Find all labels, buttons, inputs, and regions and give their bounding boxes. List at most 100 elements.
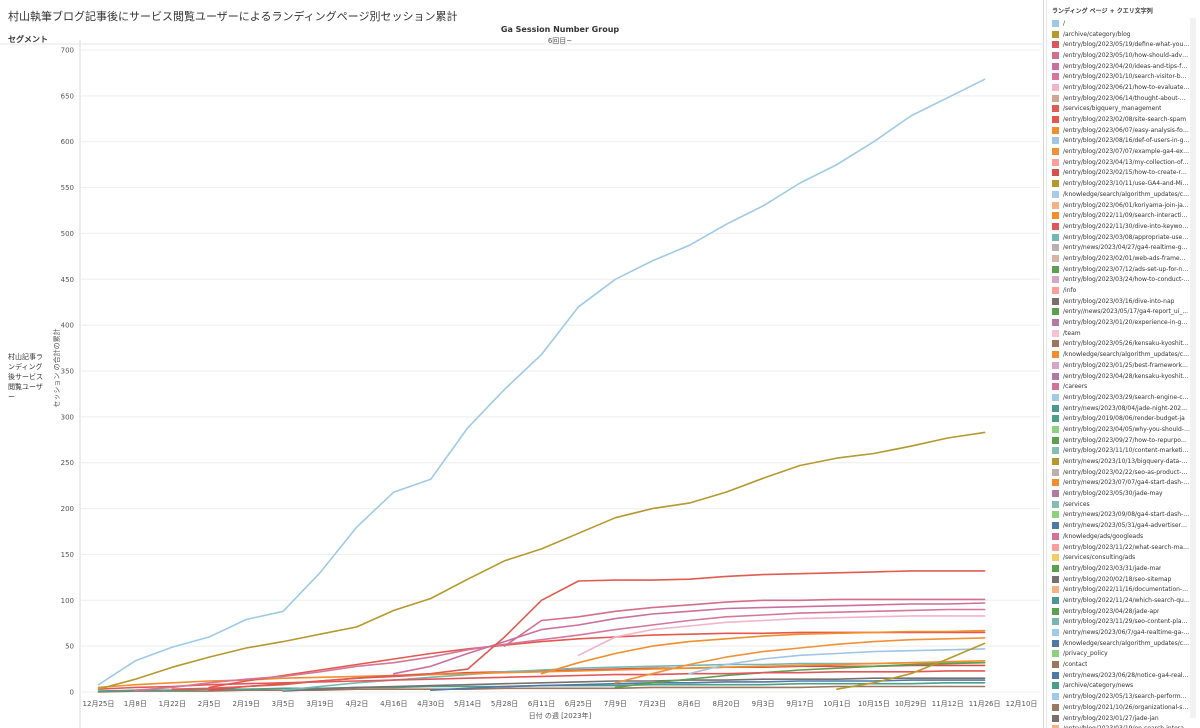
x-tick-label: 4月16日 — [380, 700, 407, 708]
legend-item[interactable]: /entry/blog/2023/05/26/kensaku-kyoshits.… — [1052, 339, 1190, 350]
legend-item[interactable]: /entry/blog/2023/04/20/ideas-and-tips-fo… — [1052, 61, 1190, 72]
legend-item[interactable]: /entry/news/2023/07/07/ga4-start-dash-2.… — [1052, 478, 1190, 489]
legend-item[interactable]: /privacy_policy — [1052, 649, 1190, 660]
legend-item[interactable]: /entry/news/2023/10/13/bigquery-data-ap.… — [1052, 456, 1190, 467]
series-line — [836, 642, 986, 690]
legend-item[interactable]: /entry/blog/2023/09/27/how-to-repurpose.… — [1052, 435, 1190, 446]
legend-item[interactable]: / — [1052, 18, 1190, 29]
legend-item[interactable]: /services — [1052, 499, 1190, 510]
legend-item[interactable]: /entry/blog/2023/04/28/jade-apr — [1052, 606, 1190, 617]
legend-swatch — [1052, 169, 1059, 177]
legend-item[interactable]: /entry/blog/2023/11/29/seo-content-plann… — [1052, 617, 1190, 628]
line-chart[interactable]: 0 50 100 150 200 250 300 350 400 450 500 550 600 650 7… — [0, 0, 1044, 728]
chart-title: 村山執筆ブログ記事後にサービス閲覧ユーザーによるランディングページ別セッション累… — [8, 10, 458, 23]
legend-item[interactable]: /entry/blog/2023/05/19/define-what-you-.… — [1052, 39, 1190, 50]
legend-label: /entry//news/2023/05/17/ga4-report_ui_..… — [1063, 308, 1189, 316]
y-tick-label: 250 — [61, 459, 74, 467]
legend-item[interactable]: /entry/blog/2021/10/26/organizational-st… — [1052, 702, 1190, 713]
legend-swatch — [1052, 511, 1059, 519]
legend-item[interactable]: /entry/news/2023/08/04/jade-night-20230.… — [1052, 403, 1190, 414]
legend-item[interactable]: /entry/blog/2023/02/01/web-ads-framewo..… — [1052, 253, 1190, 264]
legend-swatch — [1052, 30, 1059, 38]
legend-item[interactable]: /entry/blog/2023/01/25/best-frameworks-.… — [1052, 360, 1190, 371]
legend-item[interactable]: /team — [1052, 328, 1190, 339]
legend-item[interactable]: /entry/blog/2023/02/22/seo-as-product-m.… — [1052, 467, 1190, 478]
legend-item[interactable]: /entry/blog/2023/08/16/def-of-users-in-g… — [1052, 136, 1190, 147]
legend-item[interactable]: /entry/blog/2023/05/10/how-should-adver.… — [1052, 50, 1190, 61]
x-tick-label: 6月25日 — [565, 700, 592, 708]
legend-label: /entry/blog/2023/05/26/kensaku-kyoshits.… — [1063, 340, 1190, 348]
legend-item[interactable]: /entry/news/2023/04/27/ga4-realtime-ga-.… — [1052, 242, 1190, 253]
legend-item[interactable]: /entry/blog/2023/10/11/use-GA4-and-Micr.… — [1052, 178, 1190, 189]
legend-item[interactable]: /entry/blog/2023/07/12/ads-set-up-for-no… — [1052, 264, 1190, 275]
legend-item[interactable]: /entry/blog/2023/04/28/kensaku-kyoshits.… — [1052, 371, 1190, 382]
legend-item[interactable]: /services/bigquery_management — [1052, 104, 1190, 115]
legend-item[interactable]: /careers — [1052, 381, 1190, 392]
legend-item[interactable]: /archive/category/news — [1052, 681, 1190, 692]
legend-item[interactable]: /entry/blog/2022/11/09/search-interactio… — [1052, 210, 1190, 221]
legend-item[interactable]: /entry/blog/2023/05/13/search-performan.… — [1052, 691, 1190, 702]
legend-item[interactable]: /entry/blog/2023/11/22/what-search-mark.… — [1052, 542, 1190, 553]
legend-item[interactable]: /entry/blog/2022/11/16/documentation-fo.… — [1052, 584, 1190, 595]
legend-item[interactable]: /entry/blog/2023/01/10/search-visitor-be… — [1052, 71, 1190, 82]
legend-item[interactable]: /entry/blog/2023/03/08/appropriate-use-o… — [1052, 232, 1190, 243]
legend-item[interactable]: /entry/blog/2023/11/10/content-marketin.… — [1052, 446, 1190, 457]
x-tick-label: 7月9日 — [604, 700, 627, 708]
legend-label: /entry/blog/2023/05/13/search-performan.… — [1063, 693, 1190, 701]
legend-item[interactable]: /entry/blog/2023/02/08/site-search-spam — [1052, 114, 1190, 125]
legend-swatch — [1052, 126, 1059, 134]
x-tick-label: 1月8日 — [124, 700, 147, 708]
x-tick-label: 2月19日 — [232, 700, 259, 708]
legend-item[interactable]: /entry/news/2023/06/7/ga4-realtime-ga-2.… — [1052, 627, 1190, 638]
legend-item[interactable]: /entry/blog/2023/02/15/how-to-create-res… — [1052, 168, 1190, 179]
legend-swatch — [1052, 703, 1059, 711]
x-tick-label: 5月28日 — [491, 700, 518, 708]
legend-label: /entry/blog/2019/08/06/render-budget-ja — [1063, 415, 1185, 423]
x-tick-label: 10月1日 — [823, 700, 850, 708]
legend-item[interactable]: /entry/blog/2023/06/14/thought-about-wh.… — [1052, 93, 1190, 104]
legend-item[interactable]: /entry/blog/2022/11/30/dive-into-keyword… — [1052, 221, 1190, 232]
legend-label: /entry/blog/2023/11/10/content-marketin.… — [1063, 447, 1190, 455]
legend-item[interactable]: /info — [1052, 285, 1190, 296]
legend-item[interactable]: /knowledge/search/algorithm_updates/ca..… — [1052, 349, 1190, 360]
legend-item[interactable]: /entry/news/2023/09/08/ga4-start-dash-2.… — [1052, 510, 1190, 521]
legend-item[interactable]: /entry/blog/2023/03/31/jade-mar — [1052, 563, 1190, 574]
legend-swatch — [1052, 105, 1059, 113]
x-tick-label: 3月19日 — [306, 700, 333, 708]
legend-item[interactable]: /entry/blog/2023/03/16/dive-into-nap — [1052, 296, 1190, 307]
legend-item[interactable]: /entry/blog/2023/06/21/how-to-evaluate-t… — [1052, 82, 1190, 93]
series-line — [134, 608, 986, 691]
legend-item[interactable]: /entry/blog/2023/06/01/koriyama-join-jad… — [1052, 200, 1190, 211]
legend-item[interactable]: /entry/blog/2023/01/27/jade-jan — [1052, 713, 1190, 724]
legend-item[interactable]: /knowledge/search/algorithm_updates/ca..… — [1052, 189, 1190, 200]
legend-item[interactable]: /archive/category/blog — [1052, 29, 1190, 40]
legend-item[interactable]: /contact — [1052, 659, 1190, 670]
legend-label: /entry/blog/2023/03/24/how-to-conduct-u.… — [1063, 276, 1190, 284]
legend-item[interactable]: /services/consulting/ads — [1052, 552, 1190, 563]
legend-item[interactable]: /entry/news/2023/05/31/ga4-advertisers_.… — [1052, 520, 1190, 531]
legend-swatch — [1052, 372, 1059, 380]
legend-item[interactable]: /entry/blog/2020/02/18/seo-sitemap — [1052, 574, 1190, 585]
legend-item[interactable]: /entry/blog/2022/11/24/which-search-que.… — [1052, 595, 1190, 606]
legend-swatch — [1052, 543, 1059, 551]
legend-item[interactable]: /entry/blog/2023/04/05/why-you-should-n.… — [1052, 424, 1190, 435]
legend-item[interactable]: /entry/blog/2023/03/29/search-engine-co.… — [1052, 392, 1190, 403]
legend-item[interactable]: /entry/blog/2023/03/19/en-search-interac… — [1052, 723, 1190, 728]
x-tick-label: 12月25日 — [83, 700, 115, 708]
legend-label: /entry/news/2023/07/07/ga4-start-dash-2.… — [1063, 479, 1190, 487]
legend-item[interactable]: /knowledge/search/algorithm_updates/ca..… — [1052, 638, 1190, 649]
legend-item[interactable]: /entry/blog/2019/08/06/render-budget-ja — [1052, 413, 1190, 424]
legend-item[interactable]: /entry//news/2023/05/17/ga4-report_ui_..… — [1052, 307, 1190, 318]
legend-item[interactable]: /entry/blog/2023/07/07/example-ga4-expl.… — [1052, 146, 1190, 157]
legend-item[interactable]: /entry/blog/2023/03/24/how-to-conduct-u.… — [1052, 275, 1190, 286]
legend-item[interactable]: /entry/blog/2023/01/20/experience-in-gen… — [1052, 317, 1190, 328]
x-tick-label: 4月2日 — [345, 700, 368, 708]
legend-scrollbar[interactable] — [1190, 18, 1196, 718]
legend-item[interactable]: /entry/blog/2023/06/07/easy-analysis-for… — [1052, 125, 1190, 136]
legend-item[interactable]: /entry/news/2023/06/28/notice-ga4-realti… — [1052, 670, 1190, 681]
legend-item[interactable]: /entry/blog/2023/04/13/my-collection-of-… — [1052, 157, 1190, 168]
legend-label: /careers — [1063, 383, 1088, 391]
legend-item[interactable]: /knowledge/ads/googleads — [1052, 531, 1190, 542]
legend-item[interactable]: /entry/blog/2023/05/30/jade-may — [1052, 488, 1190, 499]
chart-panel: 村山執筆ブログ記事後にサービス閲覧ユーザーによるランディングページ別セッション累… — [0, 0, 1044, 728]
